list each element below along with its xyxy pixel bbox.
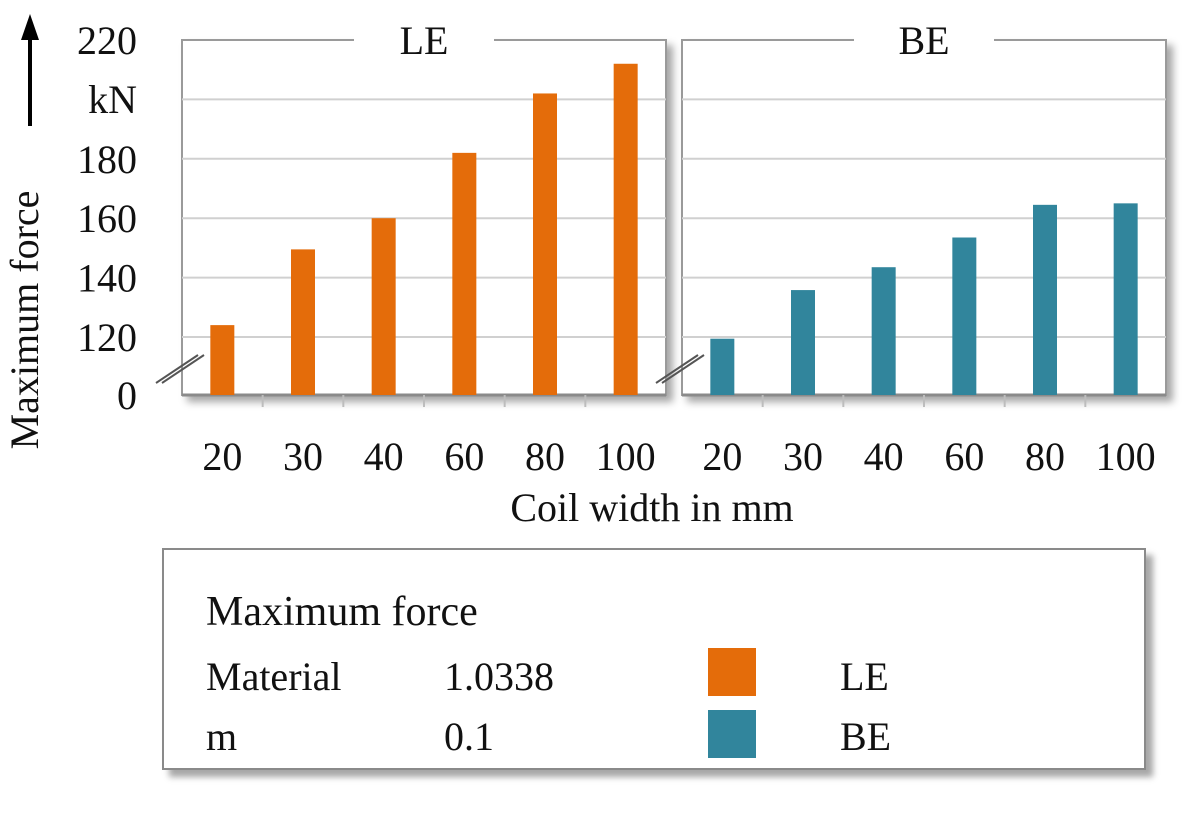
axis-break-mark — [155, 354, 199, 384]
y-tick-label: 160 — [77, 196, 137, 241]
x-tick-label: 80 — [525, 434, 565, 479]
y-axis-title: Maximum force — [2, 191, 47, 450]
axis-break-mark — [161, 354, 205, 384]
legend-swatch-be — [708, 710, 756, 758]
legend-title: Maximum force — [206, 589, 478, 635]
legend-label-le: LE — [840, 654, 889, 699]
y-tick-label: 180 — [77, 137, 137, 182]
x-tick-label: 40 — [864, 434, 904, 479]
x-tick-label: 20 — [702, 434, 742, 479]
title-gap — [854, 36, 994, 44]
y-axis: Maximum force 0 120 140 160 180 220 kN — [2, 14, 137, 449]
legend-label-be: BE — [840, 714, 892, 759]
bar-be-80 — [1033, 204, 1057, 395]
x-axis-title: Coil width in mm — [510, 485, 793, 530]
bar-be-100 — [1113, 203, 1138, 395]
legend-key: Material — [206, 654, 342, 699]
bar-be-40 — [871, 267, 896, 395]
y-tick-label: 120 — [77, 315, 137, 360]
legend-value: 1.0338 — [444, 654, 554, 699]
panel-le: LE 20 30 40 60 80 100 — [155, 18, 667, 479]
x-tick-label: 30 — [283, 434, 323, 479]
chart-panels: LE 20 30 40 60 80 100 BE 20 30 40 60 80 100 — [155, 18, 1167, 479]
legend-value: 0.1 — [444, 714, 494, 759]
bar-be-30 — [791, 290, 815, 395]
x-tick-label: 60 — [944, 434, 984, 479]
legend-key: m — [206, 714, 238, 759]
legend-swatch-le — [708, 648, 756, 696]
y-tick-label: 220 — [77, 18, 137, 63]
bar-be-20 — [710, 338, 735, 395]
axis-break-mark — [655, 354, 699, 384]
x-tick-label: 80 — [1025, 434, 1065, 479]
x-tick-label: 100 — [596, 434, 656, 479]
title-gap — [354, 36, 494, 44]
panel-title: BE — [898, 18, 949, 63]
y-tick-label: 140 — [77, 256, 137, 301]
bar-le-100 — [613, 63, 638, 395]
bar-le-40 — [371, 218, 396, 395]
y-axis-unit: kN — [88, 77, 137, 122]
bar-be-60 — [952, 237, 977, 395]
x-tick-label: 40 — [364, 434, 404, 479]
x-tick-label: 100 — [1096, 434, 1156, 479]
bar-le-30 — [291, 249, 315, 395]
panel-title: LE — [400, 18, 449, 63]
bar-le-80 — [533, 93, 557, 396]
y-tick-labels: 0 120 140 160 180 220 — [77, 18, 137, 418]
y-tick-label: 0 — [117, 373, 137, 418]
chart-svg: Maximum force 0 120 140 160 180 220 kN LE 20 30… — [2, 14, 1167, 530]
panel-be: BE 20 30 40 60 80 100 — [655, 18, 1167, 479]
axis-break-mark — [661, 354, 705, 384]
x-tick-label: 30 — [783, 434, 823, 479]
legend: Maximum force Material 1.0338 m 0.1 LE B… — [162, 548, 1146, 770]
y-axis-arrowhead — [21, 14, 39, 40]
bar-le-20 — [210, 325, 235, 395]
x-tick-label: 20 — [202, 434, 242, 479]
x-tick-label: 60 — [444, 434, 484, 479]
bar-le-60 — [452, 152, 477, 395]
